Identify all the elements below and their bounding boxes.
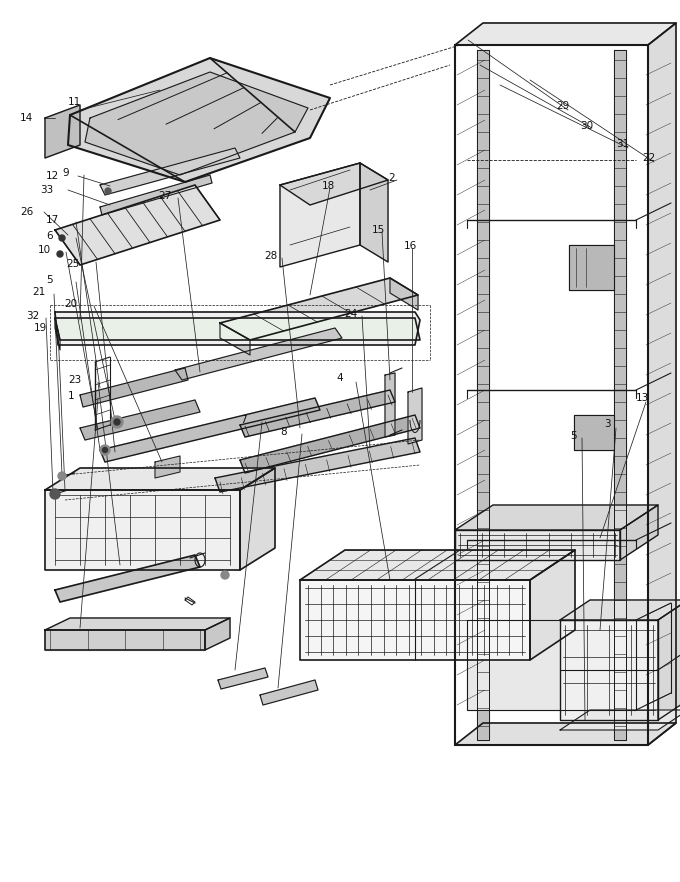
- Circle shape: [114, 419, 120, 425]
- Polygon shape: [45, 490, 240, 570]
- Polygon shape: [220, 278, 418, 340]
- Polygon shape: [477, 50, 489, 740]
- Text: 10: 10: [38, 245, 51, 255]
- Text: 27: 27: [158, 191, 171, 201]
- Text: 14: 14: [20, 113, 33, 123]
- Text: 24: 24: [344, 309, 357, 319]
- Polygon shape: [408, 388, 422, 444]
- Polygon shape: [240, 390, 395, 437]
- Circle shape: [58, 472, 66, 480]
- Polygon shape: [360, 163, 388, 262]
- Text: 28: 28: [264, 251, 277, 261]
- Polygon shape: [100, 148, 240, 195]
- Polygon shape: [215, 438, 420, 492]
- Polygon shape: [385, 373, 395, 437]
- Polygon shape: [280, 163, 360, 267]
- Polygon shape: [574, 415, 614, 450]
- Text: 17: 17: [46, 215, 59, 225]
- Text: 21: 21: [32, 287, 46, 297]
- Text: 15: 15: [372, 225, 386, 235]
- Text: 3: 3: [604, 419, 611, 429]
- Polygon shape: [155, 456, 180, 478]
- Polygon shape: [455, 23, 676, 45]
- Polygon shape: [560, 620, 658, 720]
- Polygon shape: [218, 668, 268, 689]
- Text: 26: 26: [20, 207, 33, 217]
- Polygon shape: [80, 368, 188, 407]
- Text: 5: 5: [46, 275, 52, 285]
- Text: 8: 8: [280, 427, 287, 437]
- Text: 18: 18: [322, 181, 335, 191]
- Polygon shape: [45, 105, 80, 158]
- Text: 4: 4: [336, 373, 343, 383]
- Text: 20: 20: [64, 299, 77, 309]
- Polygon shape: [175, 328, 342, 380]
- Text: 23: 23: [68, 375, 81, 385]
- Circle shape: [103, 447, 107, 452]
- Polygon shape: [240, 415, 420, 473]
- Circle shape: [111, 416, 123, 428]
- Text: 12: 12: [46, 171, 59, 181]
- Polygon shape: [68, 58, 330, 182]
- Text: 2: 2: [388, 173, 394, 183]
- Polygon shape: [45, 630, 205, 650]
- Polygon shape: [560, 710, 680, 730]
- Polygon shape: [560, 600, 680, 620]
- Polygon shape: [45, 468, 275, 490]
- Polygon shape: [455, 530, 620, 560]
- Circle shape: [59, 235, 65, 241]
- Text: 7: 7: [240, 415, 247, 425]
- Polygon shape: [55, 555, 200, 602]
- Text: 33: 33: [40, 185, 53, 195]
- Circle shape: [105, 188, 111, 194]
- Polygon shape: [455, 723, 676, 745]
- Polygon shape: [467, 620, 636, 710]
- Polygon shape: [100, 398, 320, 462]
- Polygon shape: [220, 323, 250, 355]
- Text: 13: 13: [636, 393, 649, 403]
- Text: 29: 29: [556, 101, 569, 111]
- Polygon shape: [280, 163, 388, 205]
- Circle shape: [100, 445, 110, 455]
- Polygon shape: [55, 318, 60, 350]
- Polygon shape: [55, 185, 220, 265]
- Polygon shape: [300, 580, 530, 660]
- Text: 25: 25: [66, 259, 80, 269]
- Text: 31: 31: [616, 139, 629, 149]
- Text: 1: 1: [68, 391, 75, 401]
- Polygon shape: [100, 175, 212, 215]
- Text: 6: 6: [46, 231, 52, 241]
- Polygon shape: [658, 600, 680, 720]
- Polygon shape: [55, 318, 420, 340]
- Polygon shape: [648, 23, 676, 745]
- Polygon shape: [55, 312, 420, 345]
- Polygon shape: [390, 278, 418, 310]
- Polygon shape: [620, 505, 658, 560]
- Polygon shape: [300, 550, 575, 580]
- Circle shape: [221, 571, 229, 579]
- Polygon shape: [205, 618, 230, 650]
- Text: 30: 30: [580, 121, 593, 131]
- Text: 11: 11: [68, 97, 81, 107]
- Polygon shape: [530, 550, 575, 660]
- Text: 32: 32: [26, 311, 39, 321]
- Polygon shape: [85, 72, 308, 175]
- Polygon shape: [455, 505, 658, 530]
- Polygon shape: [80, 400, 200, 440]
- Circle shape: [57, 251, 63, 257]
- Polygon shape: [45, 618, 230, 630]
- Polygon shape: [260, 680, 318, 705]
- Text: 16: 16: [404, 241, 418, 251]
- Polygon shape: [240, 468, 275, 570]
- Text: 19: 19: [34, 323, 47, 333]
- Polygon shape: [569, 245, 614, 290]
- Polygon shape: [614, 50, 626, 740]
- Text: 22: 22: [642, 153, 656, 163]
- Circle shape: [50, 489, 60, 499]
- Text: 5: 5: [570, 431, 577, 441]
- Text: 9: 9: [62, 168, 69, 178]
